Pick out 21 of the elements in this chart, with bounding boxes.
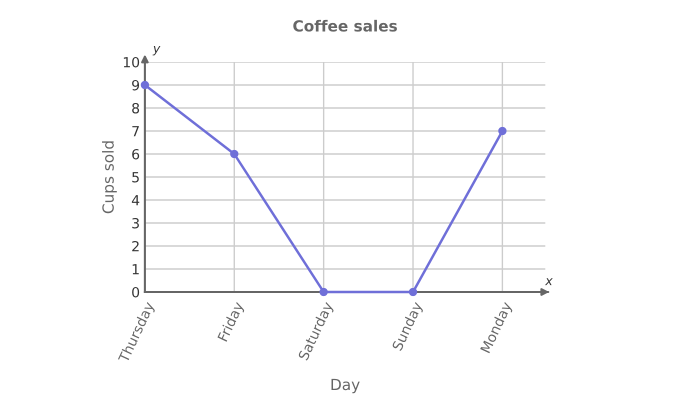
point [230,150,238,158]
y-tick-label: 1 [132,264,139,274]
y-tick-label: 2 [132,240,139,252]
y-tick-label: 6 [132,148,140,160]
y-tick-label: 8 [132,102,140,114]
y-tick-label: 9 [132,80,140,90]
x-axis-title: Day [332,378,360,394]
y-tick-label: 7 [132,126,139,136]
point [140,80,150,90]
y-tick-label: 10 [124,56,140,68]
y-tick-label: 5 [132,172,139,182]
y-tick-label: 4 [132,195,140,206]
text: y [152,46,160,56]
y-tick-label: 3 [132,218,139,228]
annotation: x [544,278,553,286]
point [319,288,328,296]
y-tick-label: 0 [132,286,140,298]
chart-title: Coffee sales [293,20,397,32]
y-axis-title: Cups sold [102,141,117,214]
point [498,126,507,136]
point [408,288,418,296]
